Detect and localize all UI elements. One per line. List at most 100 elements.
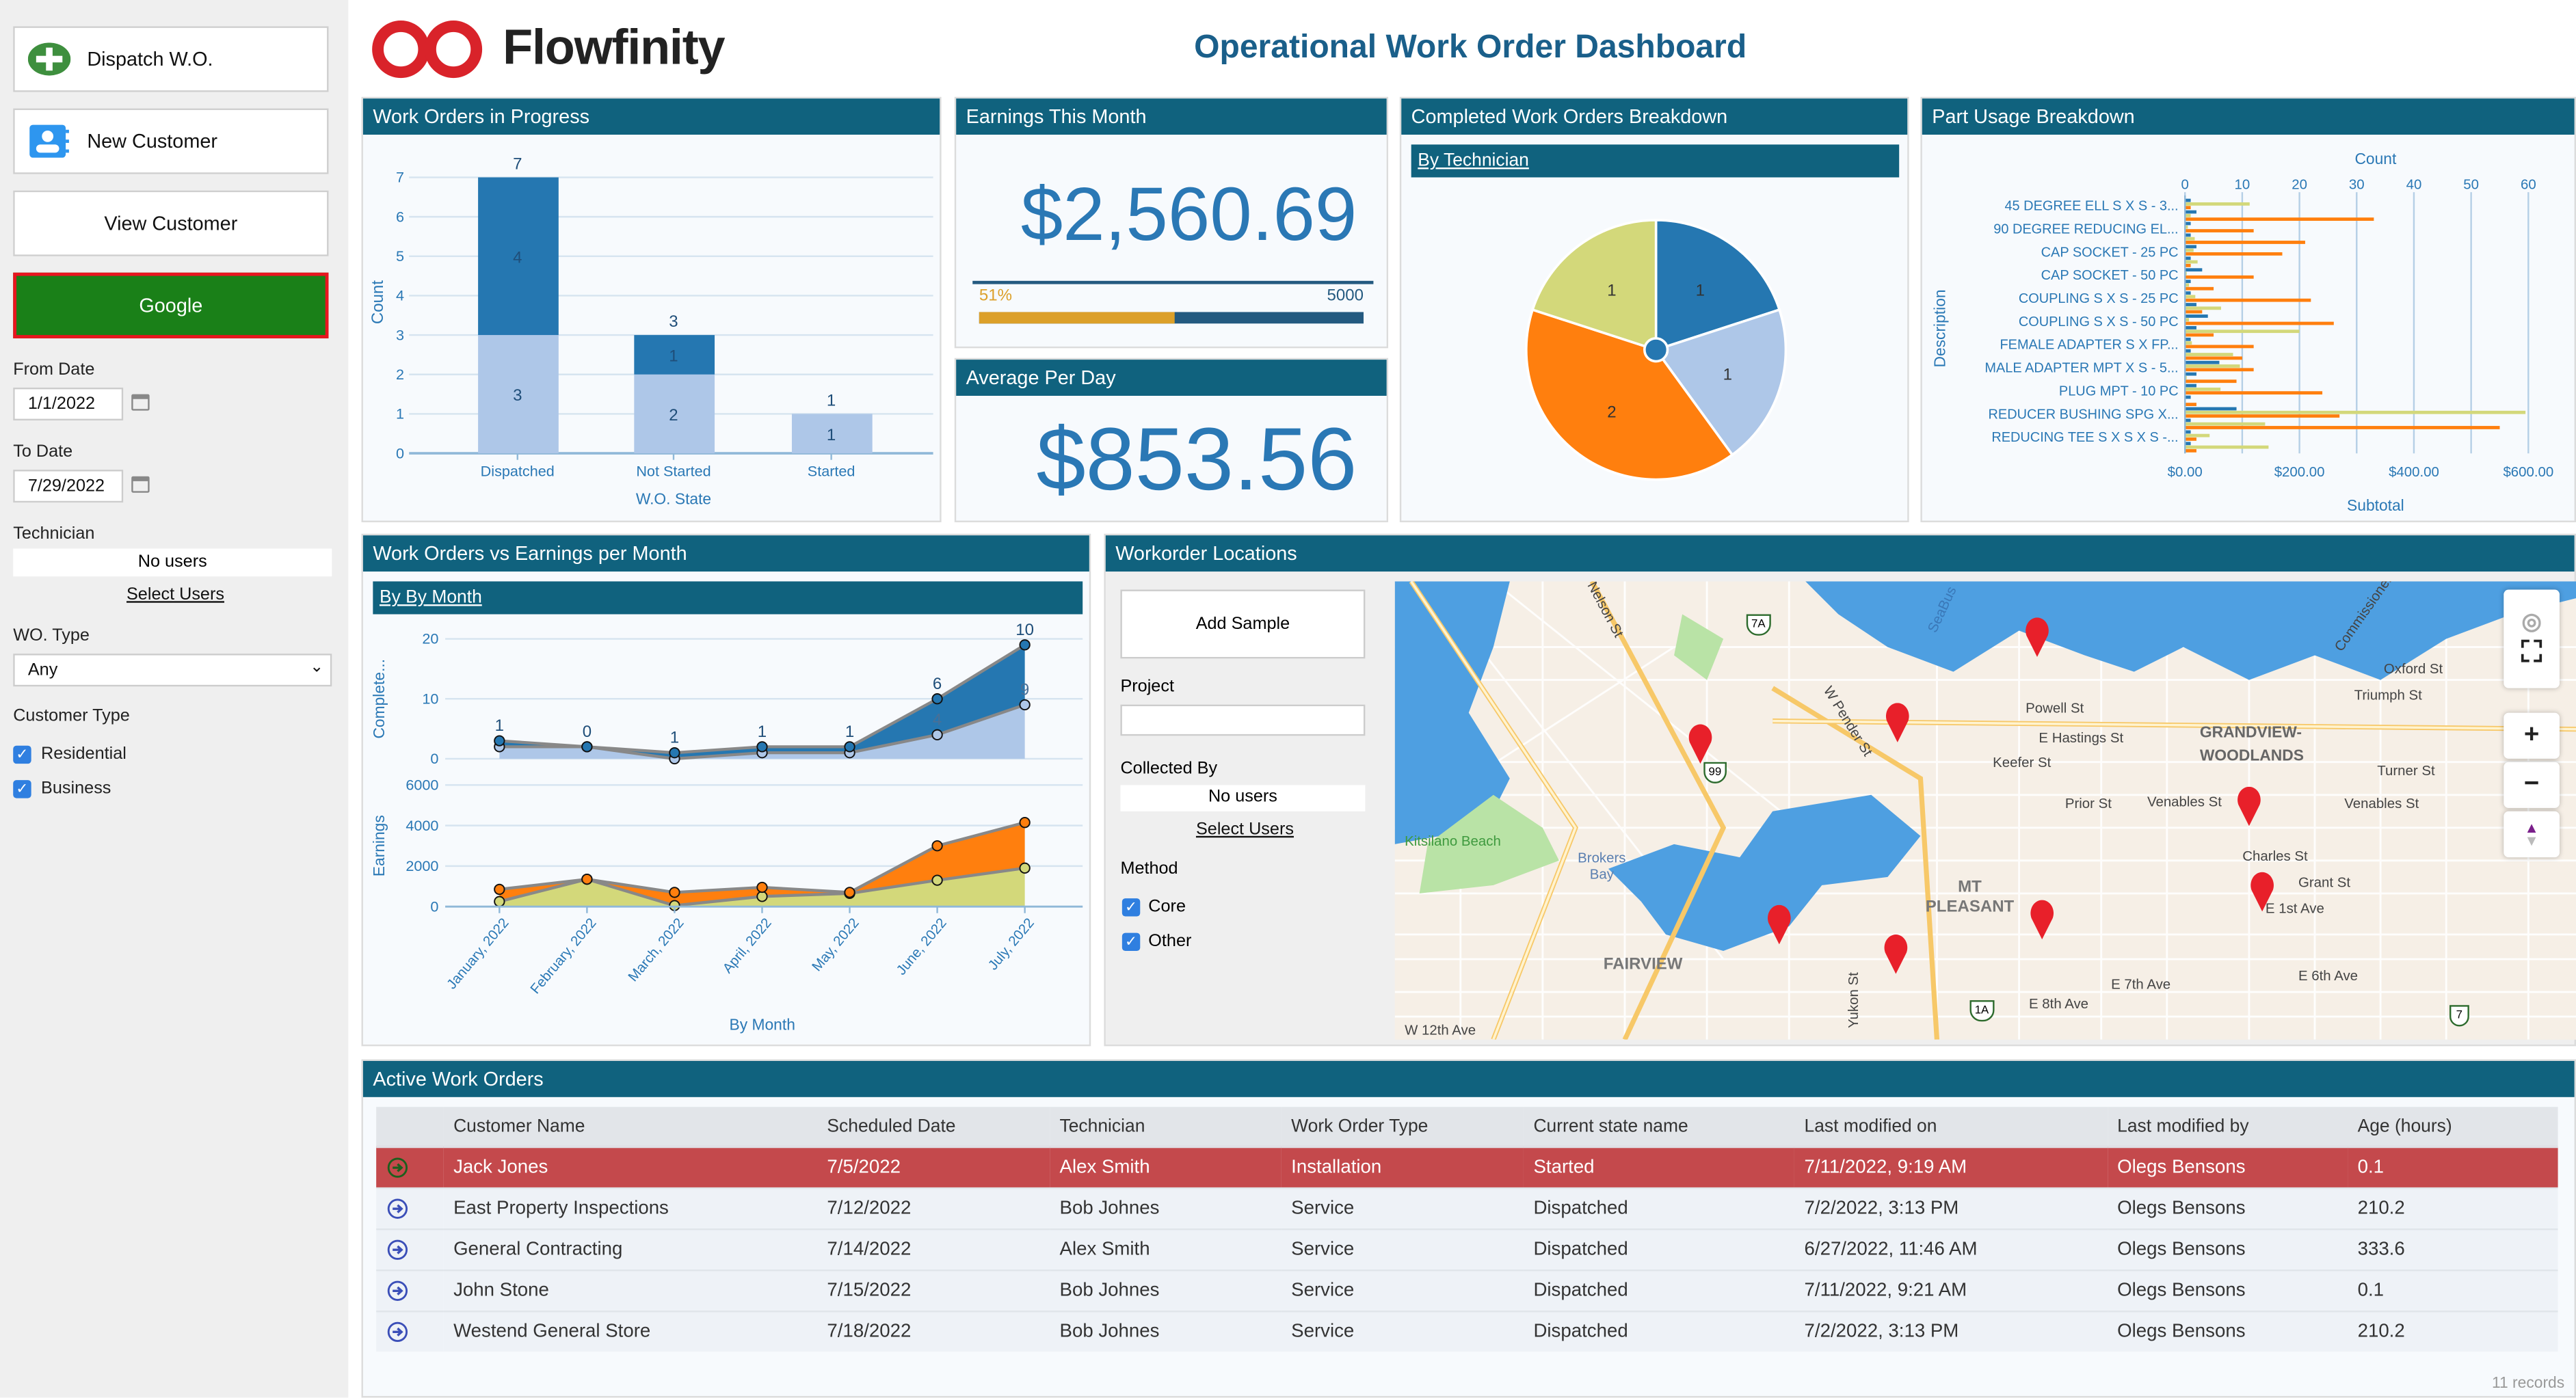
column-header[interactable]: Current state name (1533, 1116, 1688, 1136)
table-row[interactable]: General Contracting 7/14/2022 Alex Smith Se… (376, 1228, 2558, 1270)
map-pin-icon[interactable] (2249, 872, 2275, 912)
progress-bar (979, 312, 1364, 324)
data-point (756, 881, 768, 893)
core-checkbox[interactable]: ✓ (1121, 898, 1141, 917)
select-users-link[interactable]: Select Users (1195, 819, 1294, 839)
bar-total-label: 7 (513, 154, 522, 173)
table-cell: Olegs Bensons (2117, 1321, 2246, 1342)
open-row-icon[interactable] (376, 1228, 443, 1269)
bar-count (2185, 360, 2220, 364)
add-sample-button[interactable]: Add Sample (1120, 589, 1366, 659)
x-tick-label: Started (808, 463, 855, 480)
y-tick-label: 1 (396, 405, 404, 422)
x-tick-label-top: 10 (2235, 177, 2250, 192)
bar-value-label: 2 (669, 406, 678, 425)
bar-subtotal-b (2185, 275, 2254, 279)
technician-value: No users (13, 548, 332, 577)
calendar-icon[interactable] (131, 476, 150, 493)
compass-button[interactable]: ▲ ▼ (2504, 811, 2560, 858)
bar-subtotal-a (2185, 295, 2196, 299)
column-header[interactable]: Scheduled Date (827, 1116, 956, 1136)
map-label: Yukon St (1844, 972, 1861, 1028)
map[interactable]: Nelson St SeaBus Powell St E Hastings St… (1394, 581, 2576, 1040)
select-users-link[interactable]: Select Users (126, 584, 225, 605)
column-header[interactable]: Last modified by (2117, 1116, 2249, 1136)
table-row[interactable]: East Property Inspections 7/12/2022 Bob Jo… (376, 1187, 2558, 1229)
fullscreen-icon[interactable]: ⛶ (2521, 635, 2542, 669)
map-pin-icon[interactable] (2029, 900, 2055, 940)
record-count: 11 records (2492, 1374, 2565, 1393)
earnings-value: $2,560.69 (1020, 170, 1357, 256)
calendar-icon[interactable] (131, 394, 150, 411)
x-tick-label-bottom: $200.00 (2274, 465, 2325, 480)
zoom-in-button[interactable]: + (2504, 712, 2560, 759)
part-usage-chart: 0 10 20 30 40 50 60 $0.00 $200.00 $400.00 $600.00 C… (1930, 150, 2553, 514)
project-input[interactable] (1120, 704, 1366, 736)
map-label: E Hastings St (2039, 729, 2124, 746)
map-label: E 1st Ave (2265, 900, 2324, 917)
map-pin-icon[interactable] (1766, 904, 1792, 945)
column-header[interactable]: Work Order Type (1291, 1116, 1429, 1136)
bar-subtotal-b (2185, 448, 2196, 453)
wo-vs-earnings-panel: Work Orders vs Earnings per Month By By … (361, 533, 1091, 1047)
residential-checkbox[interactable]: ✓ (13, 745, 31, 764)
other-checkbox[interactable]: ✓ (1121, 932, 1141, 952)
area-series (499, 645, 1025, 759)
table-row[interactable]: Westend General Store 7/18/2022 Bob Johnes… (376, 1310, 2558, 1352)
logo: Flowfinity (364, 16, 726, 82)
table-cell: 0.1 (2357, 1280, 2385, 1300)
map-pin-icon[interactable] (2236, 786, 2262, 826)
bar-count (2185, 372, 2196, 376)
open-row-icon[interactable] (376, 1310, 443, 1352)
bar-count (2185, 407, 2237, 411)
from-date-input[interactable]: 1/1/2022 (13, 387, 124, 421)
column-header[interactable]: Last modified on (1804, 1116, 1937, 1136)
table-cell: 7/15/2022 (827, 1280, 912, 1300)
bar-subtotal-b (2185, 206, 2191, 210)
locate-icon[interactable]: ◎ (2521, 607, 2542, 634)
y-tick-label: 6 (396, 208, 404, 225)
table-row[interactable]: Jack Jones 7/5/2022 Alex Smith Installation… (376, 1146, 2558, 1187)
new-customer-button[interactable]: New Customer (13, 108, 329, 174)
to-date-input[interactable]: 7/29/2022 (13, 470, 124, 503)
table-cell: 7/2/2022, 3:13 PM (1804, 1198, 1959, 1218)
chevron-down-icon: ⌄ (310, 658, 324, 677)
earnings-month-panel: Earnings This Month $2,560.69 51% 5000 (954, 96, 1389, 349)
bar-subtotal-b (2185, 229, 2254, 232)
bar-subtotal-a (2185, 445, 2269, 449)
bar-subtotal-a (2185, 225, 2188, 229)
open-row-icon[interactable] (376, 1187, 443, 1228)
by-month-tab[interactable]: By By Month (373, 581, 1083, 615)
zoom-out-button[interactable]: − (2504, 762, 2560, 808)
wo-type-select[interactable]: Any ⌄ (13, 654, 332, 687)
y-tick-label: 20 (422, 630, 438, 647)
map-pin-icon[interactable] (1687, 724, 1713, 764)
bar-subtotal-a (2185, 271, 2187, 275)
bar-subtotal-b (2185, 379, 2237, 384)
business-checkbox[interactable]: ✓ (13, 780, 31, 798)
map-pin-icon[interactable] (2024, 617, 2050, 657)
map-label: Powell St (2026, 699, 2084, 716)
new-customer-label: New Customer (87, 129, 217, 153)
dispatch-wo-button[interactable]: Dispatch W.O. (13, 26, 329, 92)
table-row[interactable]: John Stone 7/15/2022 Bob Johnes Service Disp… (376, 1269, 2558, 1311)
data-point (931, 874, 943, 886)
column-header[interactable]: Age (hours) (2357, 1116, 2452, 1136)
column-header[interactable]: Customer Name (453, 1116, 585, 1136)
open-row-icon[interactable] (376, 1146, 443, 1187)
pie-center-dot (1643, 337, 1669, 363)
view-customer-button[interactable]: View Customer (13, 190, 329, 256)
map-pin-icon[interactable] (1885, 703, 1911, 742)
table-cell: Bob Johnes (1059, 1198, 1160, 1218)
x-tick-label-bottom: $600.00 (2503, 465, 2553, 480)
google-button[interactable]: Google (13, 272, 329, 338)
residential-label: Residential (41, 744, 127, 764)
bar-count (2185, 291, 2191, 295)
by-technician-tab[interactable]: By Technician (1411, 144, 1900, 178)
column-header[interactable]: Technician (1059, 1116, 1145, 1136)
map-pin-icon[interactable] (1883, 935, 1909, 974)
map-label: FAIRVIEW (1603, 956, 1683, 974)
y-tick-label: 90 DEGREE REDUCING EL... (1993, 221, 2178, 237)
bar-count (2185, 210, 2196, 214)
open-row-icon[interactable] (376, 1269, 443, 1310)
